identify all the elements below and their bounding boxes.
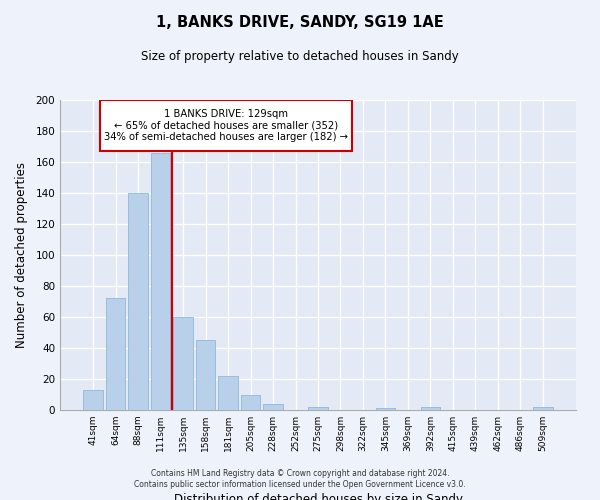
FancyBboxPatch shape xyxy=(100,100,352,151)
Text: Size of property relative to detached houses in Sandy: Size of property relative to detached ho… xyxy=(141,50,459,63)
Text: 1, BANKS DRIVE, SANDY, SG19 1AE: 1, BANKS DRIVE, SANDY, SG19 1AE xyxy=(156,15,444,30)
X-axis label: Distribution of detached houses by size in Sandy: Distribution of detached houses by size … xyxy=(173,493,463,500)
Y-axis label: Number of detached properties: Number of detached properties xyxy=(16,162,28,348)
Bar xyxy=(421,407,440,410)
Text: Contains HM Land Registry data © Crown copyright and database right 2024.: Contains HM Land Registry data © Crown c… xyxy=(151,468,449,477)
Bar xyxy=(241,394,260,410)
Bar xyxy=(308,407,328,410)
Text: 1 BANKS DRIVE: 129sqm
← 65% of detached houses are smaller (352)
34% of semi-det: 1 BANKS DRIVE: 129sqm ← 65% of detached … xyxy=(104,109,348,142)
Bar xyxy=(106,298,125,410)
Text: Contains public sector information licensed under the Open Government Licence v3: Contains public sector information licen… xyxy=(134,480,466,489)
Bar xyxy=(376,408,395,410)
Bar xyxy=(128,193,148,410)
Bar xyxy=(533,407,553,410)
Bar xyxy=(151,152,170,410)
Bar xyxy=(263,404,283,410)
Bar xyxy=(196,340,215,410)
Bar xyxy=(83,390,103,410)
Bar xyxy=(218,376,238,410)
Bar xyxy=(173,317,193,410)
